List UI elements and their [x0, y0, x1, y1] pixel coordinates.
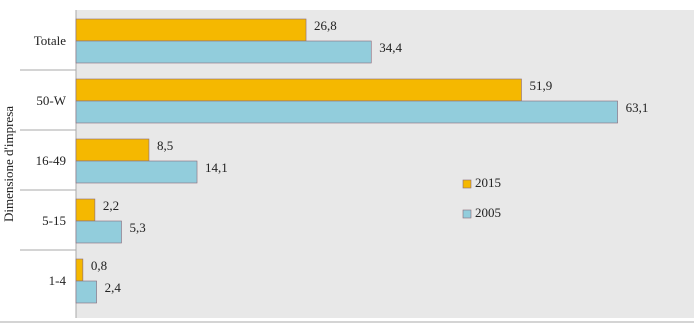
- bar: [75, 40, 372, 64]
- y-tick-label: Totale: [34, 33, 67, 48]
- data-label: 14,1: [205, 160, 228, 175]
- data-label: 0,8: [91, 258, 107, 273]
- y-tick-label: 16-49: [36, 153, 66, 168]
- data-label: 51,9: [529, 78, 552, 93]
- y-axis-title: Dimensione d'impresa: [1, 106, 16, 222]
- bar: [75, 138, 150, 162]
- bar: [75, 78, 522, 102]
- bar: [75, 198, 96, 222]
- legend-label: 2005: [475, 205, 501, 220]
- legend-swatch: [462, 209, 472, 219]
- bar: [75, 160, 198, 184]
- y-tick-label: 50-W: [36, 93, 66, 108]
- data-label: 63,1: [626, 100, 649, 115]
- data-label: 5,3: [129, 220, 145, 235]
- legend-label: 2015: [475, 175, 501, 190]
- bar: [75, 100, 618, 124]
- data-label: 34,4: [379, 40, 402, 55]
- bar: [75, 280, 97, 304]
- y-tick-label: 1-4: [49, 273, 67, 288]
- data-label: 2,2: [103, 198, 119, 213]
- data-label: 26,8: [314, 18, 337, 33]
- bar: [75, 18, 307, 42]
- bar: [75, 258, 84, 282]
- bar: [75, 220, 122, 244]
- legend-swatch: [462, 179, 472, 189]
- data-label: 2,4: [105, 280, 122, 295]
- data-label: 8,5: [157, 138, 173, 153]
- y-tick-label: 5-15: [42, 213, 66, 228]
